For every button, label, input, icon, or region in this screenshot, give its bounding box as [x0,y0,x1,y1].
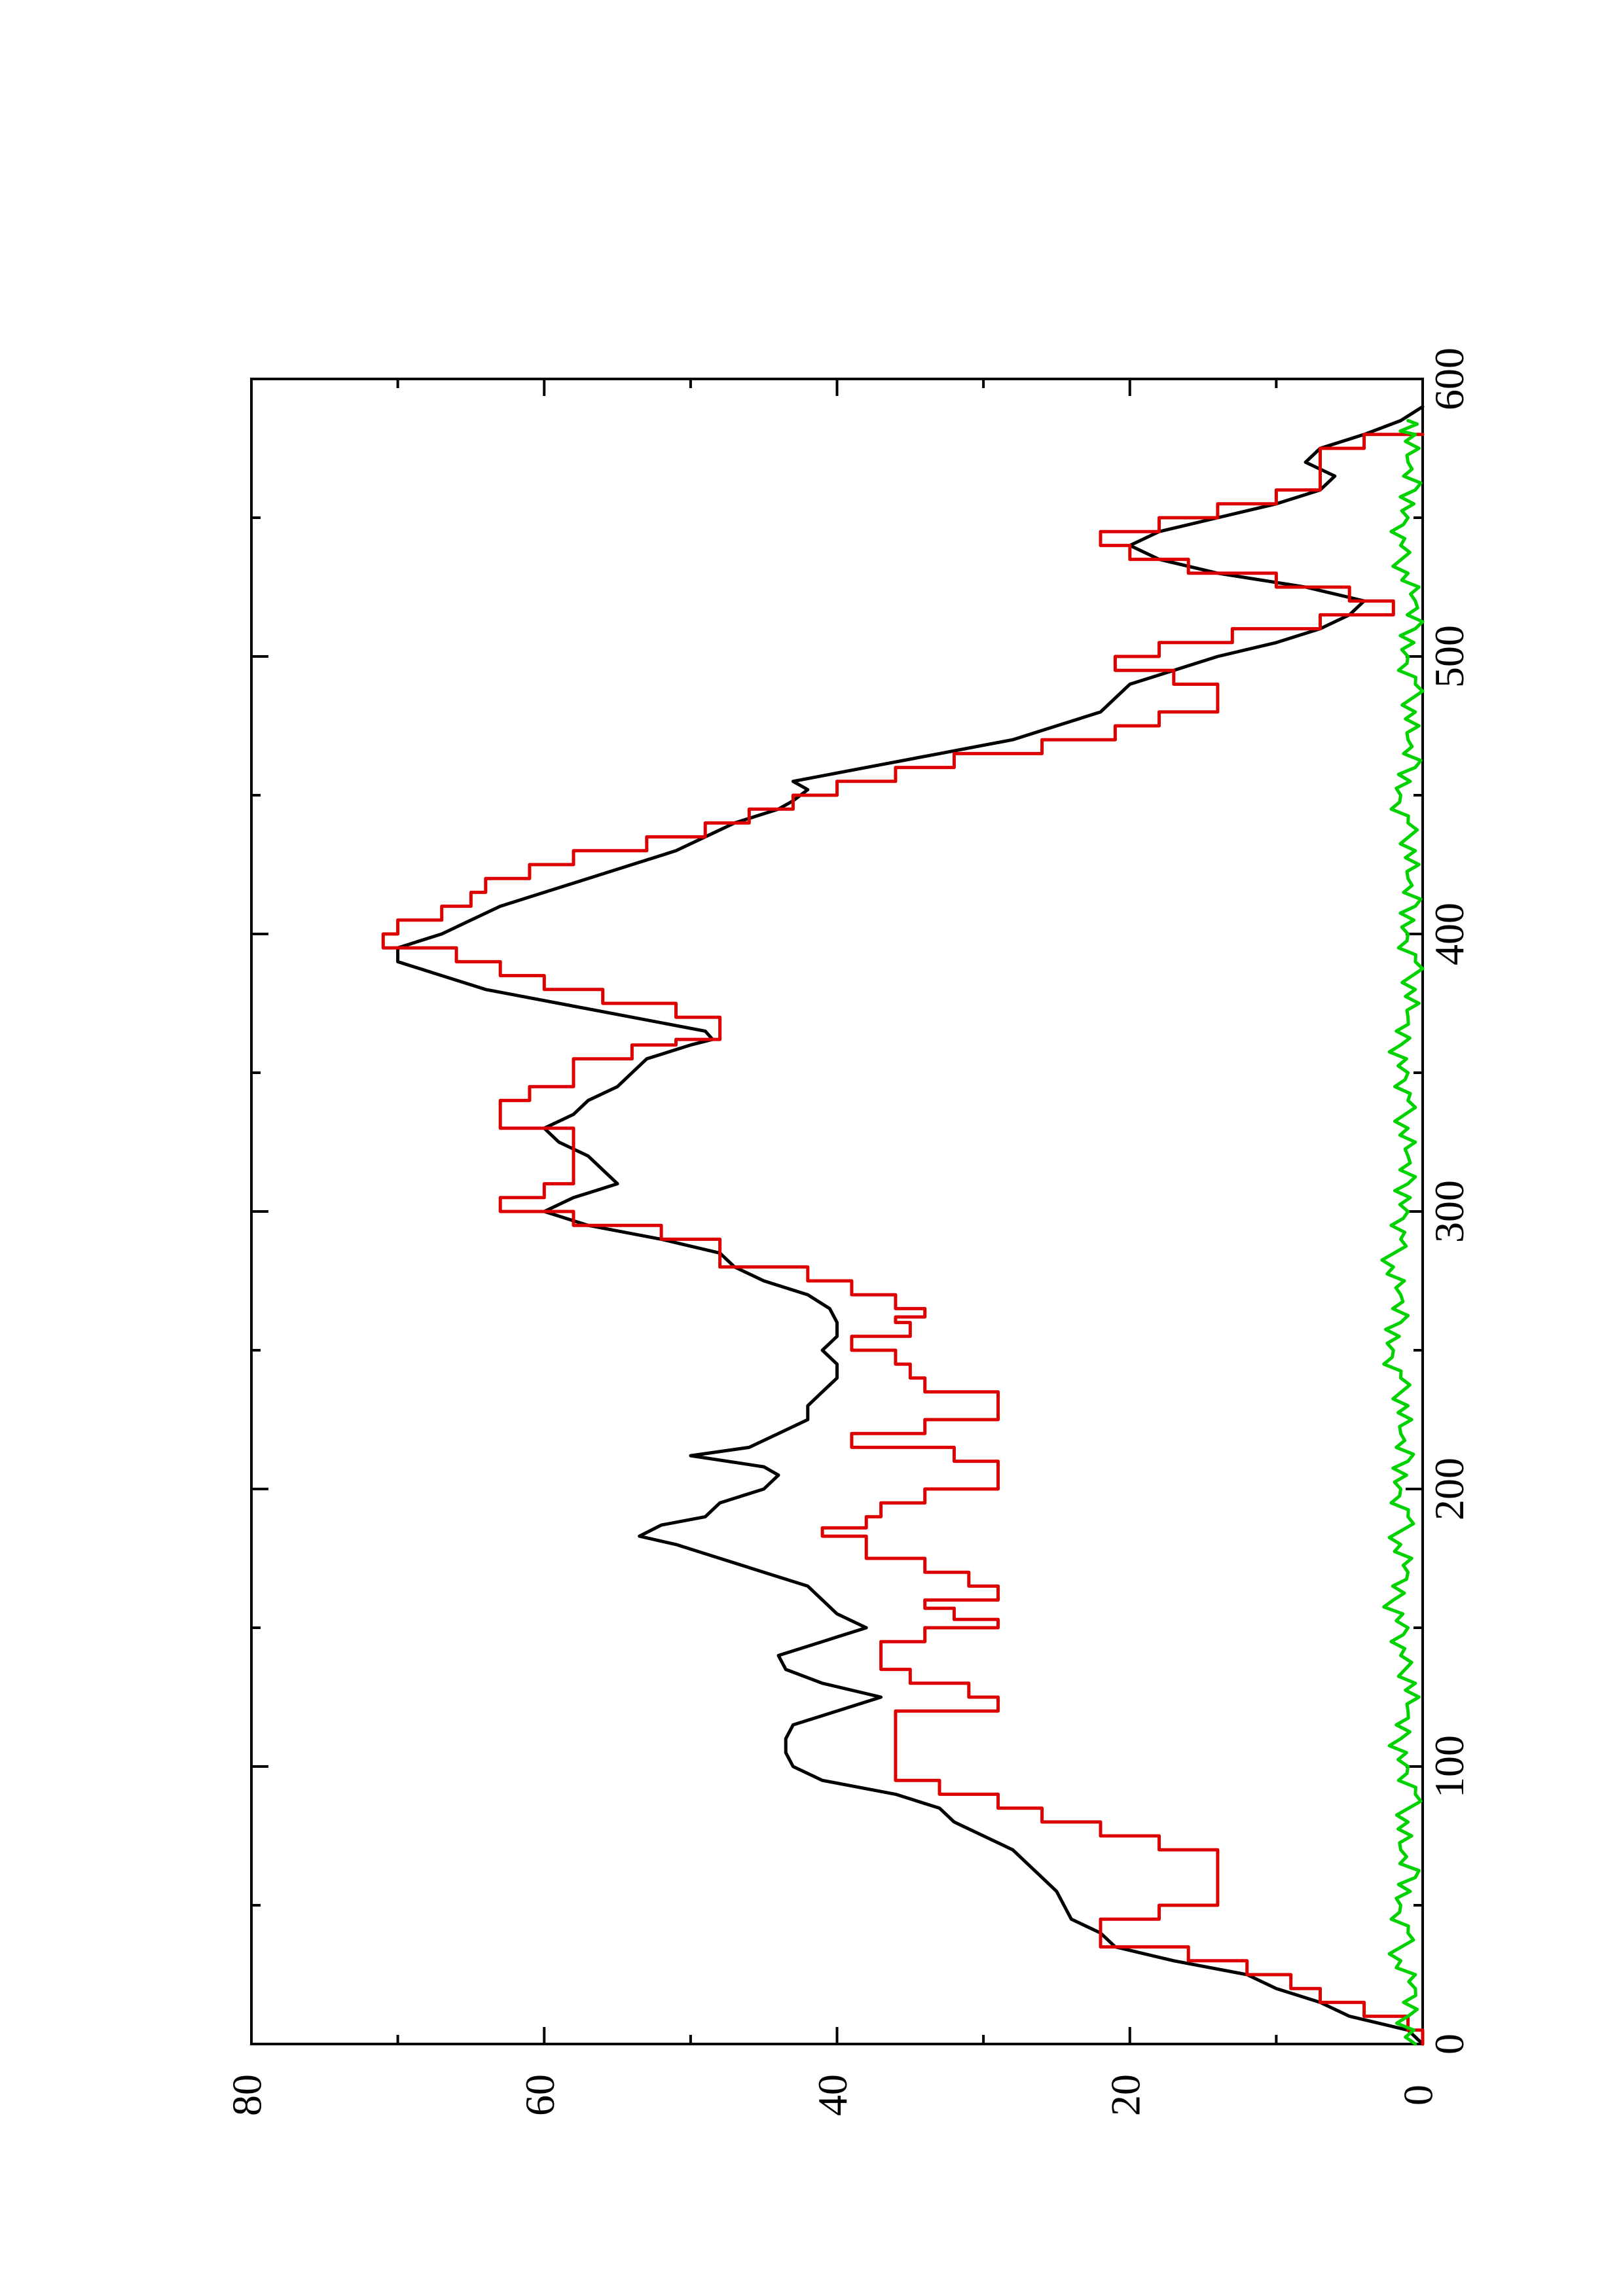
series-line-2 [381,433,1425,2046]
x-tick-label: 500 [1426,625,1472,688]
x-tick-label: 100 [1426,1735,1472,1798]
x-axis-tick-labels: 0 100 200 300 400 500 600 [1426,348,1472,2054]
y-tick-label: 40 [809,2074,856,2116]
series-layer [381,404,1425,2046]
y-tick-label: 0 [1395,2085,1442,2106]
x-tick-label: 600 [1426,348,1472,410]
x-tick-label: 400 [1426,903,1472,965]
y-axis-tick-labels: 0 20 40 60 80 [224,2074,1442,2116]
y-tick-label: 20 [1102,2074,1148,2116]
y-tick-label: 80 [224,2074,270,2116]
axis-ticks [250,378,1424,2045]
x-tick-label: 0 [1426,2034,1472,2054]
series-line-1 [396,404,1425,2046]
x-tick-label: 300 [1426,1180,1472,1243]
series-line-3 [1380,419,1425,2046]
y-tick-label: 60 [517,2074,563,2116]
x-tick-label: 200 [1426,1458,1472,1520]
